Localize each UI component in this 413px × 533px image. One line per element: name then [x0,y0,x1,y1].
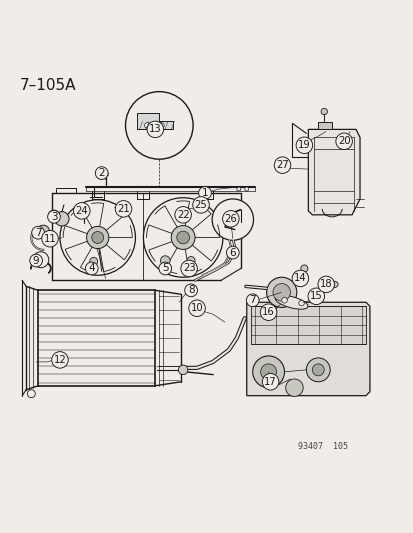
Text: 13: 13 [149,124,161,134]
Polygon shape [137,114,173,130]
Circle shape [171,225,195,249]
Circle shape [55,212,69,226]
Circle shape [211,199,253,240]
Text: 10: 10 [190,303,203,313]
Circle shape [260,304,276,320]
Circle shape [266,277,296,308]
Text: 7–105A: 7–105A [20,78,76,93]
Circle shape [27,390,35,398]
Circle shape [144,123,150,128]
Circle shape [306,358,330,382]
Circle shape [222,211,239,227]
Text: 27: 27 [275,160,288,170]
Circle shape [273,157,290,173]
Text: 14: 14 [293,273,306,284]
Text: 25: 25 [194,200,207,210]
Text: 2: 2 [98,168,105,178]
Circle shape [180,260,197,277]
Circle shape [192,197,209,213]
Circle shape [307,288,324,304]
Circle shape [184,284,197,297]
Circle shape [252,356,284,387]
Circle shape [174,207,191,223]
Circle shape [226,246,239,259]
Circle shape [262,374,278,390]
Circle shape [37,225,50,238]
Text: 22: 22 [176,210,189,220]
Text: 3: 3 [50,212,57,222]
Circle shape [42,230,58,247]
Text: 19: 19 [297,140,310,150]
Circle shape [47,211,60,223]
Circle shape [317,276,334,293]
Text: 7: 7 [35,228,41,238]
Text: 1: 1 [201,188,208,198]
Circle shape [335,133,351,150]
Circle shape [143,198,222,277]
Circle shape [85,262,98,275]
Circle shape [300,265,307,272]
Circle shape [320,108,327,115]
Text: 26: 26 [224,214,237,224]
Circle shape [281,297,287,303]
Text: 9: 9 [33,255,39,265]
Circle shape [159,262,171,275]
Circle shape [198,187,211,199]
Circle shape [160,256,170,265]
Circle shape [295,137,312,154]
Polygon shape [308,130,359,215]
Circle shape [33,252,49,268]
FancyBboxPatch shape [250,306,365,344]
Ellipse shape [330,281,337,288]
FancyBboxPatch shape [318,122,331,130]
Polygon shape [246,302,369,395]
Circle shape [158,123,164,128]
Circle shape [86,227,109,248]
Text: 21: 21 [117,204,130,214]
Circle shape [244,187,248,191]
Circle shape [176,231,189,244]
Circle shape [48,210,59,221]
Circle shape [311,364,323,376]
Text: 24: 24 [75,206,88,216]
Circle shape [298,300,304,306]
Circle shape [32,227,44,239]
Text: 93407  105: 93407 105 [298,442,348,451]
Circle shape [74,203,90,219]
Circle shape [90,257,97,265]
Text: 7: 7 [249,295,255,305]
Circle shape [260,364,276,380]
Text: 18: 18 [319,279,332,289]
Text: 16: 16 [261,307,274,317]
Text: 17: 17 [263,377,276,387]
Circle shape [178,365,188,375]
Text: 11: 11 [43,233,56,244]
Circle shape [125,92,192,159]
Text: 20: 20 [337,136,349,146]
Circle shape [115,200,131,217]
Circle shape [272,284,290,301]
Text: 6: 6 [229,248,235,257]
Circle shape [80,209,88,217]
Circle shape [147,121,163,138]
Circle shape [292,270,308,287]
Circle shape [92,231,103,244]
Circle shape [52,352,68,368]
Text: 12: 12 [53,355,66,365]
Circle shape [30,254,43,267]
Circle shape [188,300,205,317]
Text: 4: 4 [88,263,95,273]
Text: 15: 15 [309,292,322,301]
Circle shape [187,256,195,264]
Circle shape [246,294,259,306]
Circle shape [60,200,135,275]
Ellipse shape [275,295,307,309]
Text: 8: 8 [188,285,194,295]
Text: 23: 23 [183,263,195,273]
Circle shape [236,187,240,191]
Circle shape [285,379,302,397]
Text: 5: 5 [161,263,168,273]
Circle shape [95,167,108,180]
